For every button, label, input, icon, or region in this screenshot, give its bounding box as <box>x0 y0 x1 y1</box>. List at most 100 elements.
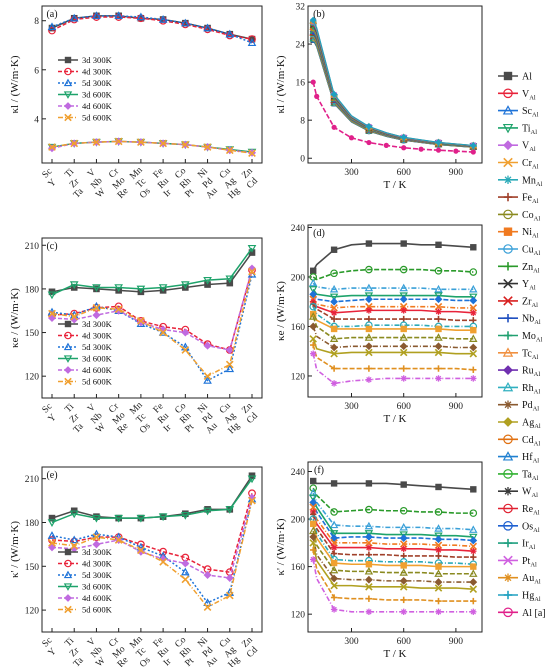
series-3d300-point <box>93 513 100 520</box>
series-Fe-point <box>365 315 373 323</box>
series-Ag-point-stroke <box>330 349 338 358</box>
legend-marker <box>64 102 72 110</box>
series-5d300-point <box>203 376 212 384</box>
legend-entry-marker <box>503 175 513 184</box>
panel-e-xtick-4d: Y <box>47 647 59 659</box>
series-Zn-point <box>365 265 373 274</box>
panel-a-ytick-label: 8 <box>34 17 39 27</box>
series-Al-point <box>435 241 442 248</box>
series-Pt-point-stroke <box>470 375 477 382</box>
series-Pt-point <box>400 375 407 382</box>
series-Al-point <box>470 486 477 493</box>
panel-a-frame <box>41 5 263 164</box>
series-Pd-point <box>469 343 478 352</box>
series-5d300-line <box>51 15 253 44</box>
series-Hg-point <box>400 133 408 141</box>
series-Ni-point <box>434 302 443 311</box>
series-3d600-point <box>114 514 123 523</box>
legend-label: 5d 300K <box>82 78 113 88</box>
legend-entry-marker <box>503 434 513 445</box>
series-Au-point <box>365 595 373 602</box>
legend-entry-subscript: Al <box>534 388 541 395</box>
series-Pt-line <box>312 559 474 613</box>
legend-entry-subscript: Al <box>534 215 541 222</box>
series-Au-point <box>400 365 407 372</box>
series-Sc-line <box>312 293 474 303</box>
panel-d-xtick-label: 300 <box>344 402 359 412</box>
series-Pt-point <box>365 608 373 615</box>
series-Ni-point <box>399 540 408 548</box>
panel-c-xtick-4d: Y <box>47 413 59 425</box>
series-Au-point <box>310 341 317 349</box>
series-Fe-line <box>312 36 474 148</box>
panel-b-xlabel: T / K <box>383 179 406 191</box>
series-Pd-point <box>309 532 318 541</box>
panel-a-label: (a) <box>46 9 57 20</box>
legend-entry-marker <box>502 105 514 115</box>
series-Pd-point <box>399 576 408 585</box>
legend-entry-subscript: Al <box>532 354 539 361</box>
series-4d600-line <box>51 268 253 351</box>
series-V-point <box>330 309 338 317</box>
series-Cd-line <box>312 26 474 147</box>
series-Co-point <box>434 569 443 577</box>
series-Fe-point <box>400 552 407 560</box>
series-Hg-point <box>365 123 373 131</box>
series-Cr-point <box>400 562 407 569</box>
series-5d600-point <box>114 305 123 314</box>
legend-label: 4d 600K <box>82 365 113 375</box>
series-Pt-point <box>330 606 338 613</box>
series-Ti-line <box>312 38 474 148</box>
series-Ni-line <box>312 298 474 309</box>
series-Pt-point <box>435 375 442 382</box>
legend-entry-label: ZrAl <box>522 296 538 309</box>
legend-entry-marker <box>503 140 513 151</box>
series-Ni-point-stroke <box>399 540 408 548</box>
series-3d300-point <box>93 285 100 293</box>
legend-entry-label: FeAl <box>522 193 539 206</box>
legend-entry-marker <box>503 538 513 548</box>
legend-entry-subscript: Al <box>533 458 540 465</box>
series-5d300-point <box>69 13 79 22</box>
legend-entry-subscript: Al <box>532 164 539 171</box>
legend-entry-label: VAl <box>522 141 536 154</box>
series-Al-point <box>365 240 373 247</box>
series-3d600-point <box>92 284 101 292</box>
series-V-point <box>400 307 407 314</box>
series-Zn-point <box>434 266 443 275</box>
panel-c-label: (c) <box>46 241 57 252</box>
series-Pd-point <box>309 322 318 331</box>
legend-marker <box>64 320 72 328</box>
series-Zn-line <box>312 487 474 514</box>
panel-c-frame <box>41 237 263 399</box>
legend-entry-subscript: Al <box>533 527 540 534</box>
series-3d300-point <box>182 510 189 518</box>
series-Fe-point <box>435 315 442 323</box>
series-5d600-point-stroke <box>159 139 167 148</box>
series-Pd-point <box>330 343 339 352</box>
series-Au-point <box>400 596 407 604</box>
legend-marker <box>64 366 72 374</box>
panel-e-xtick-5d: Ir <box>162 656 174 667</box>
series-4d600-point <box>203 341 212 350</box>
legend-entry-marker <box>502 451 514 461</box>
series-Ni-line <box>312 34 474 148</box>
series-3d300-point <box>48 24 56 32</box>
series-Pd-line <box>312 536 474 583</box>
legend-entry-label: AuAl <box>522 573 541 586</box>
series-5d600-point-stroke <box>48 143 56 151</box>
legend-label: 3d 600K <box>82 582 113 592</box>
series-Ag-point-stroke <box>469 349 478 358</box>
series-Ag-point-stroke <box>399 583 408 591</box>
series-3d300-line <box>51 252 253 293</box>
series-Sc-line <box>312 39 474 148</box>
panel-e-xtick-5d: Ta <box>72 655 86 667</box>
series-V-point <box>330 544 338 551</box>
panel-c-ytick-label: 180 <box>25 285 40 295</box>
series-5d600-point-stroke <box>248 149 256 158</box>
series-Zn-point <box>434 508 443 516</box>
series-5d600-point <box>48 309 56 318</box>
series-3d600-point <box>92 514 101 523</box>
series-3d300-point <box>182 19 189 27</box>
series-Zn-point <box>399 265 408 274</box>
